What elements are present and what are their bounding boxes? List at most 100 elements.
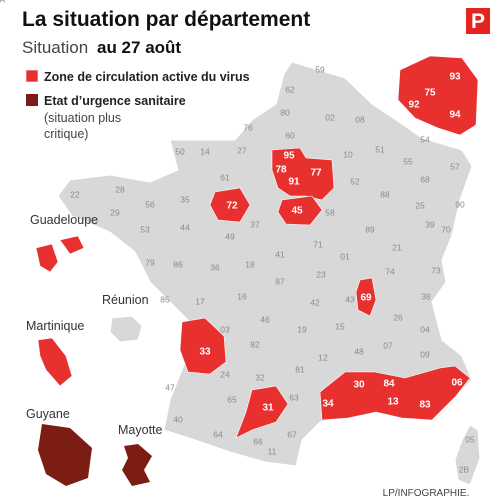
department-label: 10: [343, 149, 353, 159]
department-label: 79: [145, 257, 155, 267]
department-label: 76: [243, 122, 253, 132]
department-label: 28: [115, 184, 125, 194]
department-label: 68: [420, 174, 430, 184]
department-label: 59: [315, 64, 325, 74]
department-label: 32: [255, 372, 265, 382]
department-label: 89: [365, 224, 375, 234]
legend-label: Zone de circulation active du virus: [44, 70, 250, 84]
department-label: 40: [173, 414, 183, 424]
department-label: 06: [451, 378, 463, 389]
department-label: 24: [220, 369, 230, 379]
department-label: 41: [275, 249, 285, 259]
legend-label: Etat d’urgence sanitaire: [44, 94, 186, 108]
department-label: 94: [449, 110, 461, 121]
martinique-island: [37, 337, 73, 387]
department-label: 72: [226, 201, 238, 212]
subtitle-date: au 27 août: [97, 38, 181, 57]
department-label: 84: [383, 379, 395, 390]
department-label: 71: [313, 239, 323, 249]
department-label: 73: [431, 265, 441, 275]
department-label: 44: [180, 222, 190, 232]
legend-swatch: [26, 94, 38, 106]
department-label: 67: [287, 429, 297, 439]
overseas-label: Guadeloupe: [30, 213, 98, 227]
department-label: 37: [250, 219, 260, 229]
zone-idf: [271, 147, 335, 201]
department-label: 19: [297, 324, 307, 334]
department-label: 2B: [459, 464, 470, 474]
department-label: 93: [449, 72, 461, 83]
department-label: 43: [345, 294, 355, 304]
department-label: 23: [316, 269, 326, 279]
department-label: 42: [310, 297, 320, 307]
department-label: 29: [110, 207, 120, 217]
subtitle: Situation: [22, 38, 88, 57]
department-label: 05: [465, 434, 475, 444]
department-label: 33: [199, 347, 211, 358]
department-label: 70: [441, 224, 451, 234]
department-label: 30: [353, 380, 365, 391]
department-label: 49: [225, 231, 235, 241]
department-label: 77: [310, 168, 322, 179]
department-label: 62: [285, 84, 295, 94]
department-label: 11: [268, 446, 277, 456]
overseas-label: Guyane: [26, 407, 70, 421]
department-label: 12: [318, 352, 328, 362]
overseas-label: Réunion: [102, 293, 149, 307]
department-label: 39: [425, 219, 435, 229]
department-label: 58: [325, 207, 335, 217]
department-label: 25: [415, 200, 425, 210]
department-label: 04: [420, 324, 430, 334]
department-label: 64: [213, 429, 223, 439]
department-label: 92: [408, 100, 420, 111]
department-label: 52: [350, 176, 360, 186]
corsica: [454, 424, 481, 486]
department-label: 27: [237, 145, 247, 155]
overseas-label: Martinique: [26, 319, 84, 333]
department-label: 55: [403, 156, 413, 166]
department-label: 21: [392, 242, 402, 252]
legend-note: (situation plus: [44, 111, 121, 125]
logo: P: [471, 10, 485, 33]
department-label: 03: [220, 324, 230, 334]
department-label: 60: [285, 130, 295, 140]
department-label: 09: [420, 349, 430, 359]
guyane-shape: [38, 424, 92, 486]
department-label: 16: [237, 291, 247, 301]
title: La situation par département: [22, 8, 310, 31]
zone-45: [277, 195, 323, 226]
reunion-island: [109, 315, 143, 343]
department-label: 91: [288, 177, 300, 188]
department-label: 13: [387, 397, 399, 408]
zone-69: [355, 277, 377, 317]
zone-south-east: [319, 365, 471, 421]
department-label: 26: [393, 312, 403, 322]
department-label: 66: [253, 436, 263, 446]
department-label: 83: [419, 400, 431, 411]
department-label: 50: [175, 146, 185, 156]
department-label: 15: [335, 321, 345, 331]
department-label: 2A: [0, 0, 6, 4]
department-label: 08: [355, 114, 365, 124]
department-label: 54: [420, 134, 430, 144]
france: [57, 61, 473, 467]
department-label: 74: [385, 266, 395, 276]
department-label: 53: [140, 224, 150, 234]
department-label: 61: [220, 172, 230, 182]
legend-note: critique): [44, 127, 88, 141]
department-label: 69: [360, 293, 372, 304]
department-label: 95: [283, 151, 295, 162]
department-label: 18: [245, 259, 255, 269]
department-label: 81: [295, 364, 305, 374]
department-label: 56: [145, 199, 155, 209]
department-label: 78: [275, 165, 287, 176]
department-label: 46: [260, 314, 270, 324]
zone-33: [179, 317, 227, 375]
guadeloupe-island: [35, 235, 85, 273]
credit: LP/INFOGRAPHIE.: [383, 488, 470, 499]
overseas-label: Mayotte: [118, 423, 163, 437]
department-label: 38: [421, 291, 431, 301]
department-label: 36: [210, 262, 220, 272]
department-label: 90: [455, 199, 465, 209]
